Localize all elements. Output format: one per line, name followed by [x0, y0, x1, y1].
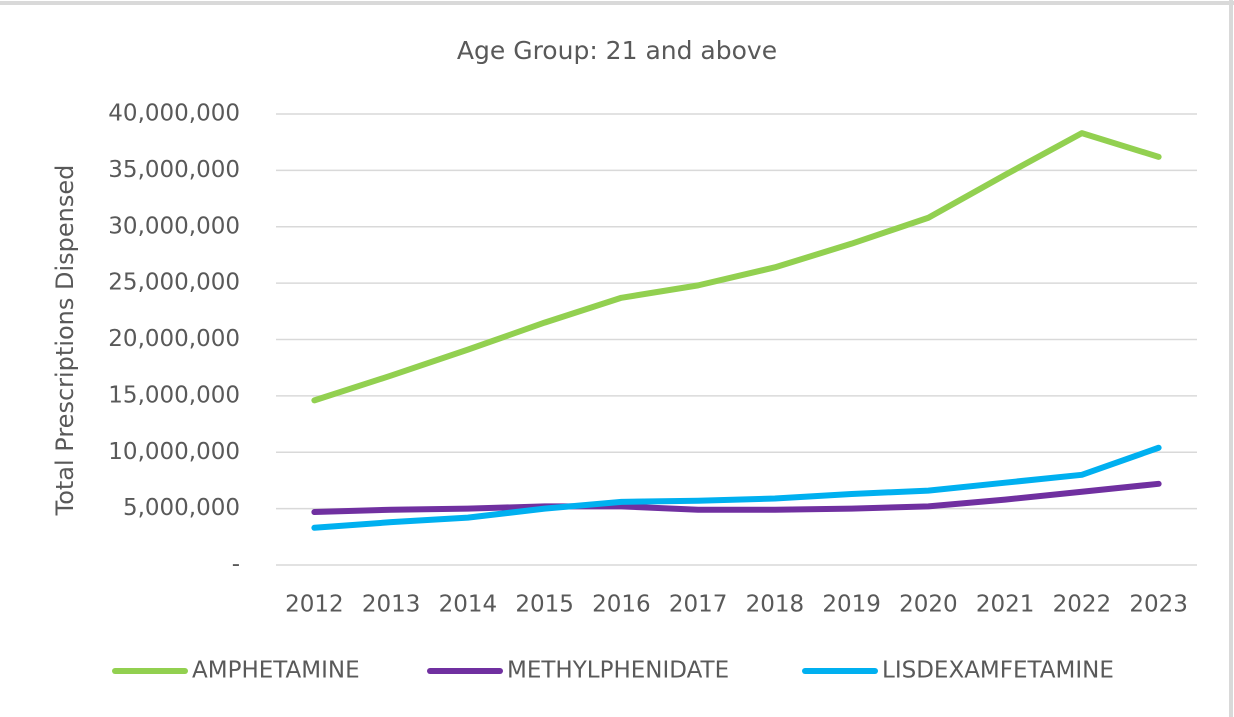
y-tick-label: 40,000,000 [108, 101, 240, 127]
legend-label: AMPHETAMINE [192, 658, 360, 684]
x-tick-label: 2013 [362, 592, 421, 618]
legend-label: METHYLPHENIDATE [507, 658, 729, 684]
x-tick-label: 2012 [285, 592, 344, 618]
y-tick-label: 20,000,000 [108, 326, 240, 352]
y-tick-label: 5,000,000 [123, 495, 240, 521]
x-tick-label: 2023 [1129, 592, 1188, 618]
y-tick-label: 10,000,000 [108, 439, 240, 465]
y-tick-label: 15,000,000 [108, 382, 240, 408]
legend-label: LISDEXAMFETAMINE [882, 658, 1114, 684]
x-tick-label: 2018 [746, 592, 805, 618]
x-tick-label: 2021 [976, 592, 1035, 618]
x-tick-label: 2015 [515, 592, 574, 618]
x-tick-label: 2014 [439, 592, 498, 618]
x-tick-label: 2020 [899, 592, 958, 618]
y-axis-label: Total Prescriptions Dispensed [51, 165, 79, 517]
x-tick-label: 2019 [822, 592, 881, 618]
y-tick-label: 30,000,000 [108, 213, 240, 239]
x-tick-label: 2017 [669, 592, 728, 618]
series-line [311, 130, 1162, 404]
series-line [311, 480, 1162, 516]
y-tick-label: - [232, 552, 240, 578]
series-line [311, 444, 1162, 531]
chart-title: Age Group: 21 and above [457, 36, 777, 65]
y-tick-label: 35,000,000 [108, 157, 240, 183]
x-tick-label: 2016 [592, 592, 651, 618]
y-tick-label: 25,000,000 [108, 270, 240, 296]
x-tick-label: 2022 [1053, 592, 1112, 618]
